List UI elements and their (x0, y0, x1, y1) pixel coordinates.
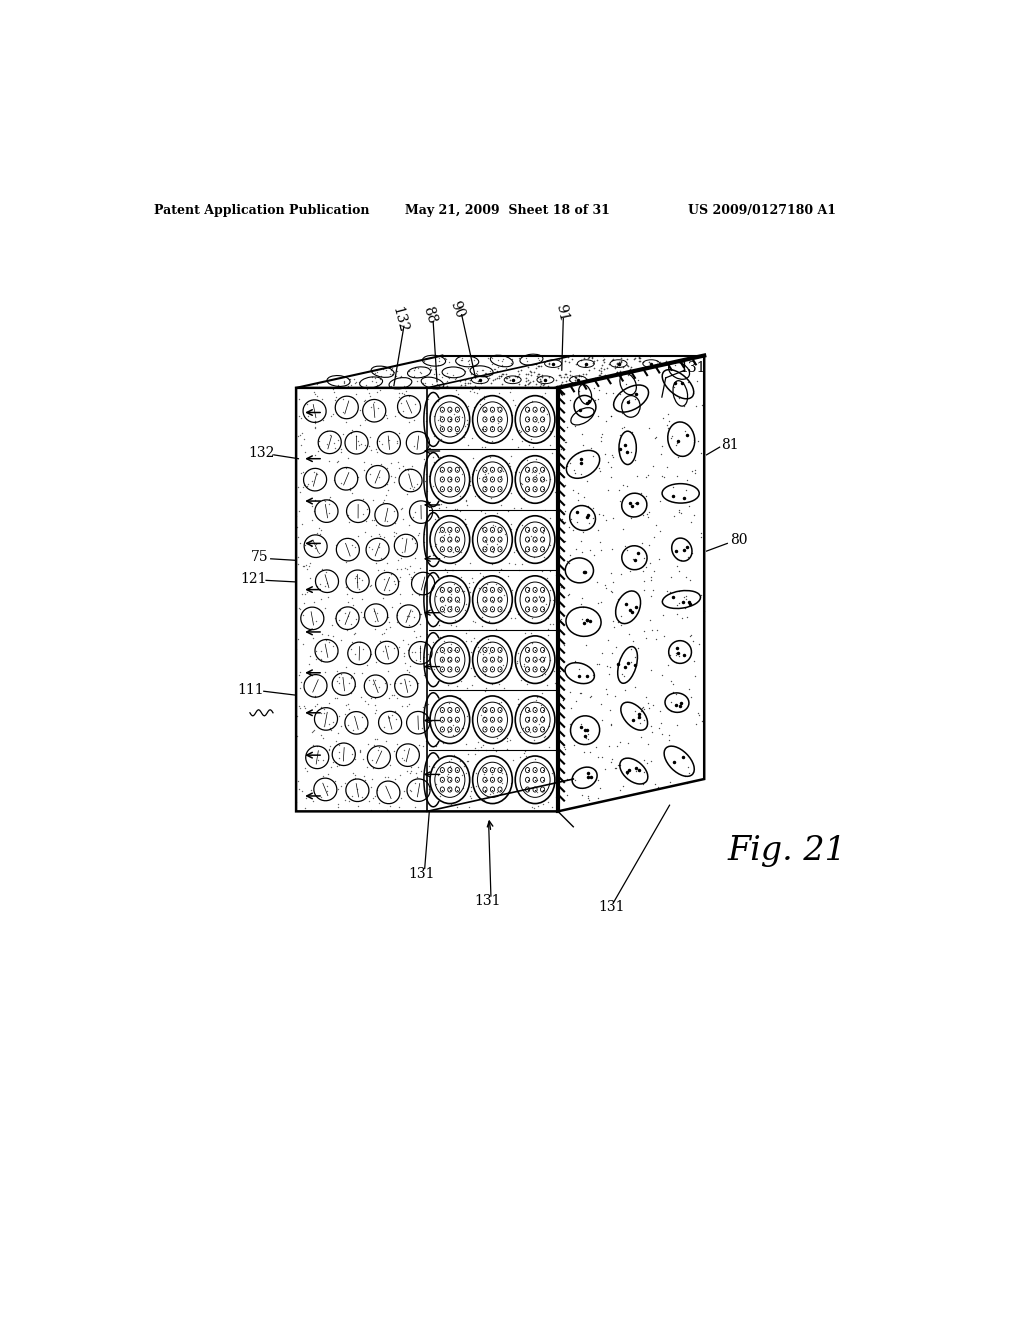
Text: 132: 132 (248, 446, 274, 461)
Text: 81: 81 (721, 438, 738, 451)
Text: 132: 132 (390, 305, 411, 335)
Text: May 21, 2009  Sheet 18 of 31: May 21, 2009 Sheet 18 of 31 (406, 205, 610, 218)
Text: Patent Application Publication: Patent Application Publication (154, 205, 370, 218)
Text: 131: 131 (679, 360, 706, 375)
Text: 131: 131 (599, 900, 625, 913)
Text: 131: 131 (409, 867, 435, 882)
Text: US 2009/0127180 A1: US 2009/0127180 A1 (688, 205, 836, 218)
Text: 75: 75 (251, 550, 268, 564)
Text: 80: 80 (730, 532, 748, 546)
Text: 111: 111 (238, 682, 264, 697)
Text: 88: 88 (420, 305, 438, 326)
Text: 131: 131 (474, 895, 501, 908)
Text: 90: 90 (447, 298, 467, 319)
Text: 121: 121 (241, 572, 267, 586)
Text: 91: 91 (553, 302, 570, 322)
Text: Fig. 21: Fig. 21 (727, 836, 846, 867)
